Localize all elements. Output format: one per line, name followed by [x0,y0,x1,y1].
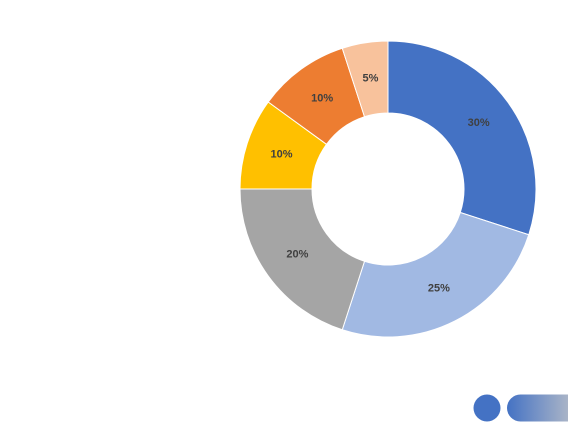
donut-slice [239,188,366,331]
donut-slice [341,40,389,118]
decoration-dot [473,394,501,422]
value-label: 5% [363,72,379,84]
value-label: 25% [428,283,450,295]
value-label: 10% [311,92,333,104]
value-label: 20% [286,249,308,261]
donut-slice [387,40,537,236]
decoration-bar [507,394,568,422]
donut-slice [341,211,530,338]
value-label: 30% [468,117,490,129]
value-label: 10% [270,148,292,160]
donut: 30% 25% 20% 10% 10% 5% [239,40,537,338]
